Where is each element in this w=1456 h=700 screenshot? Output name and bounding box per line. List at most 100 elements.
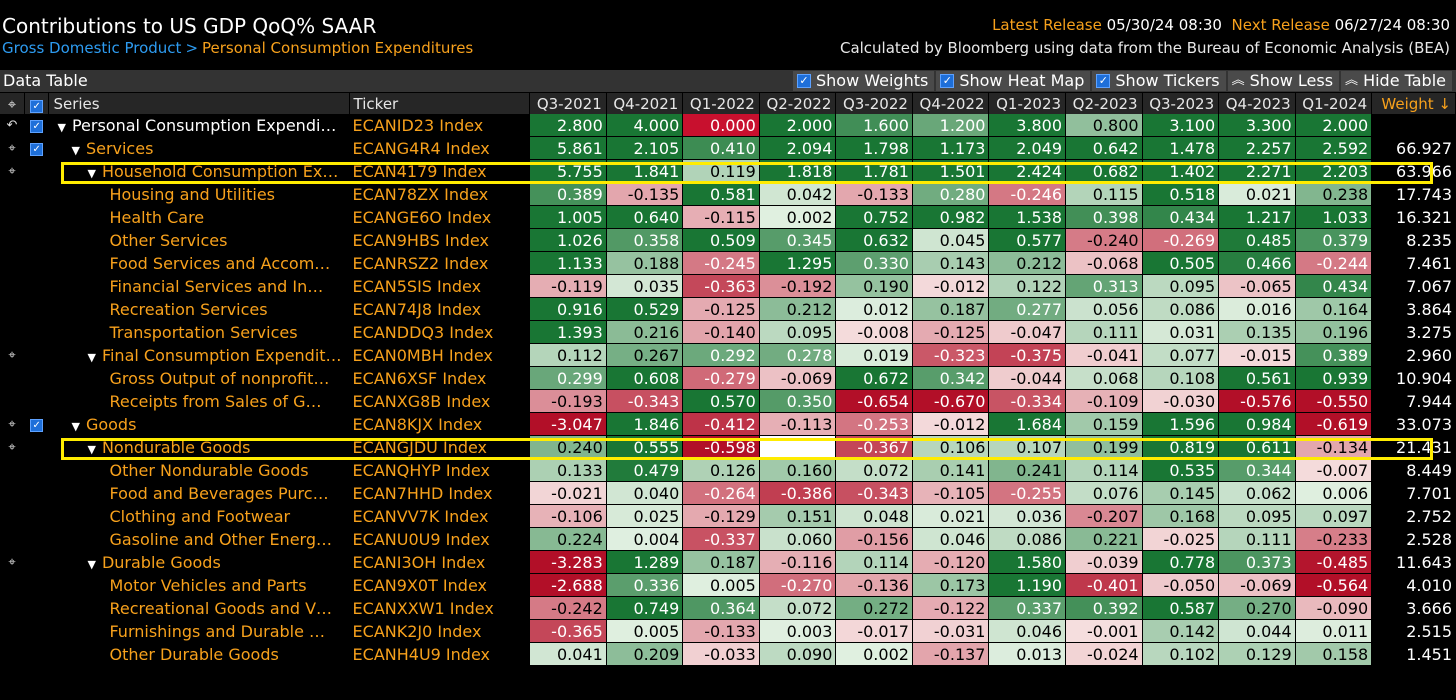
value-cell[interactable]: -0.015: [1218, 343, 1296, 367]
crosshair-icon[interactable]: ⌖: [0, 343, 25, 367]
value-cell[interactable]: 0.115: [1065, 182, 1143, 206]
ticker-cell[interactable]: ECANXG8B Index: [349, 389, 531, 413]
value-cell[interactable]: -0.115: [682, 205, 760, 229]
value-cell[interactable]: 0.280: [912, 182, 990, 206]
series-name-cell[interactable]: ▼ Nondurable Goods: [48, 435, 350, 459]
value-cell[interactable]: 1.781: [835, 159, 913, 183]
value-cell[interactable]: 0.611: [1218, 435, 1296, 459]
value-cell[interactable]: 0.379: [1295, 228, 1373, 252]
value-cell[interactable]: -0.047: [988, 320, 1067, 344]
value-cell[interactable]: 1.846: [606, 412, 684, 436]
weight-column-header[interactable]: Weight ↓: [1371, 93, 1456, 114]
value-cell[interactable]: 0.212: [759, 297, 837, 321]
value-cell[interactable]: -0.012: [912, 412, 990, 436]
value-cell[interactable]: 2.257: [1218, 136, 1296, 160]
value-cell[interactable]: 4.000: [606, 114, 684, 137]
value-cell[interactable]: 1.289: [606, 550, 684, 574]
value-cell[interactable]: 0.090: [759, 642, 837, 666]
value-cell[interactable]: 1.596: [1142, 412, 1220, 436]
value-cell[interactable]: -0.050: [1142, 573, 1220, 597]
series-name-cell[interactable]: Receipts from Sales of G…: [48, 389, 350, 413]
checkbox-checked-icon[interactable]: ✓: [30, 119, 44, 133]
series-name-cell[interactable]: Motor Vehicles and Parts: [48, 573, 350, 597]
value-cell[interactable]: 0.044: [1218, 619, 1296, 643]
collapse-triangle-icon[interactable]: ▼: [71, 143, 80, 157]
show-weights-toggle[interactable]: ✓ Show Weights: [792, 71, 935, 91]
value-cell[interactable]: -0.550: [1295, 389, 1373, 413]
value-cell[interactable]: -0.090: [1295, 596, 1373, 620]
value-cell[interactable]: -0.069: [759, 366, 837, 390]
value-cell[interactable]: 0.005: [606, 619, 684, 643]
value-cell[interactable]: 0.135: [1218, 320, 1296, 344]
crosshair-icon[interactable]: ⌖: [0, 435, 25, 459]
series-name-cell[interactable]: Gasoline and Other Energ…: [48, 527, 350, 551]
value-cell[interactable]: -0.193: [529, 389, 607, 413]
series-name-cell[interactable]: Other Services: [48, 228, 350, 252]
value-cell[interactable]: 0.479: [606, 458, 684, 482]
value-cell[interactable]: 0.632: [835, 228, 913, 252]
value-cell[interactable]: -0.365: [529, 619, 607, 643]
value-cell[interactable]: 1.133: [529, 251, 607, 275]
value-cell[interactable]: -0.069: [1218, 573, 1296, 597]
series-name-cell[interactable]: Food Services and Accom…: [48, 251, 350, 275]
ticker-cell[interactable]: ECANXXW1 Index: [349, 596, 531, 620]
value-cell[interactable]: 1.684: [988, 412, 1067, 436]
column-header[interactable]: Q1-2024: [1295, 93, 1373, 114]
value-cell[interactable]: 0.640: [606, 205, 684, 229]
value-cell[interactable]: -0.233: [1295, 527, 1373, 551]
value-cell[interactable]: 3.800: [988, 114, 1067, 137]
value-cell[interactable]: -0.008: [835, 320, 913, 344]
ticker-cell[interactable]: ECAN9X0T Index: [349, 573, 531, 597]
value-cell[interactable]: -0.576: [1218, 389, 1296, 413]
value-cell[interactable]: 1.818: [759, 159, 837, 183]
table-row[interactable]: Recreation Services ECAN74J8 Index 0.916 0.…: [0, 297, 1456, 321]
value-cell[interactable]: -0.120: [912, 550, 990, 574]
collapse-triangle-icon[interactable]: ▼: [87, 557, 96, 571]
value-cell[interactable]: 0.277: [988, 297, 1067, 321]
table-row[interactable]: Food Services and Accom… ECANRSZ2 Index 1.…: [0, 251, 1456, 275]
table-row[interactable]: Gasoline and Other Energ… ECANU0U9 Index 0…: [0, 527, 1456, 551]
ticker-cell[interactable]: ECAN5SIS Index: [349, 274, 531, 298]
value-cell[interactable]: -0.136: [835, 573, 913, 597]
value-cell[interactable]: 0.267: [606, 343, 684, 367]
value-cell[interactable]: 0.330: [835, 251, 913, 275]
value-cell[interactable]: 0.570: [682, 389, 760, 413]
value-cell[interactable]: -0.017: [835, 619, 913, 643]
value-cell[interactable]: -0.129: [682, 504, 760, 528]
value-cell[interactable]: 0.752: [835, 205, 913, 229]
value-cell[interactable]: 1.841: [606, 159, 684, 183]
ticker-cell[interactable]: ECANGE6O Index: [349, 205, 531, 229]
ticker-cell[interactable]: ECANDDQ3 Index: [349, 320, 531, 344]
value-cell[interactable]: 0.016: [1218, 297, 1296, 321]
ticker-column-header[interactable]: Ticker: [349, 93, 531, 114]
value-cell[interactable]: -0.033: [682, 642, 760, 666]
value-cell[interactable]: 0.111: [1218, 527, 1296, 551]
value-cell[interactable]: -0.334: [988, 389, 1067, 413]
value-cell[interactable]: 0.046: [988, 619, 1067, 643]
value-cell[interactable]: 2.049: [988, 136, 1067, 160]
select-all-checkbox[interactable]: ✓: [24, 93, 50, 114]
value-cell[interactable]: 0.410: [682, 136, 760, 160]
value-cell[interactable]: -0.619: [1295, 412, 1373, 436]
value-cell[interactable]: 0.238: [1295, 182, 1373, 206]
value-cell[interactable]: 0.196: [1295, 320, 1373, 344]
ticker-cell[interactable]: ECAN7HHD Index: [349, 481, 531, 505]
checkbox-checked-icon[interactable]: ✓: [30, 142, 44, 156]
value-cell[interactable]: 1.190: [988, 573, 1067, 597]
value-cell[interactable]: 0.095: [1218, 504, 1296, 528]
value-cell[interactable]: 0.111: [1065, 320, 1143, 344]
series-name-cell[interactable]: ▼ Durable Goods: [48, 550, 350, 574]
value-cell[interactable]: 0.608: [606, 366, 684, 390]
value-cell[interactable]: -0.134: [1295, 435, 1373, 459]
value-cell[interactable]: 0.095: [1142, 274, 1220, 298]
value-cell[interactable]: 0.278: [759, 343, 837, 367]
value-cell[interactable]: 0.143: [912, 251, 990, 275]
value-cell[interactable]: 0.062: [1218, 481, 1296, 505]
value-cell[interactable]: 2.592: [1295, 136, 1373, 160]
value-cell[interactable]: -0.109: [1065, 389, 1143, 413]
value-cell[interactable]: -0.125: [682, 297, 760, 321]
value-cell[interactable]: 0.077: [1142, 343, 1220, 367]
value-cell[interactable]: 0.106: [912, 435, 990, 459]
value-cell[interactable]: 0.086: [1142, 297, 1220, 321]
value-cell[interactable]: 0.529: [606, 297, 684, 321]
